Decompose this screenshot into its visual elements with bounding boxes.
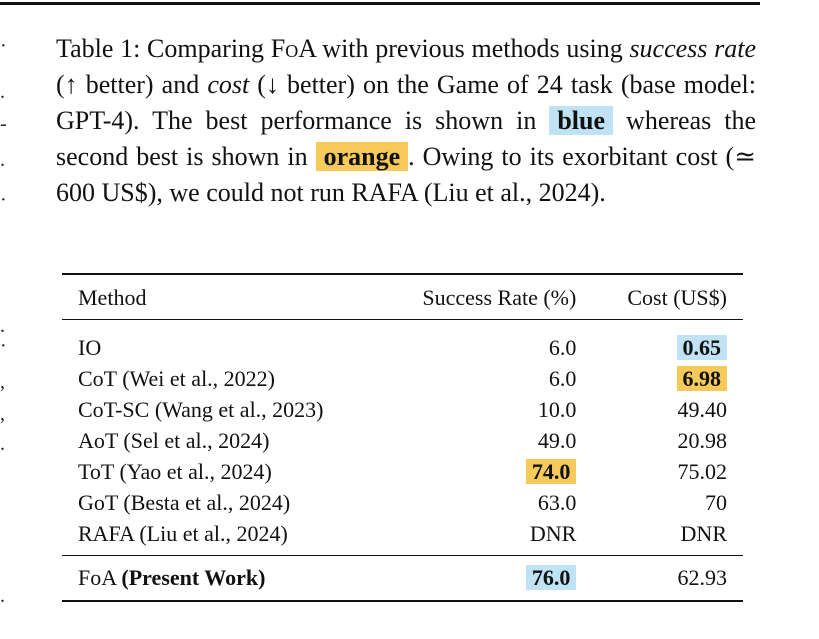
margin-mark: ,	[0, 403, 5, 425]
cell-success: 76.0	[380, 556, 593, 602]
second-success-highlight: 74.0	[525, 458, 577, 484]
margin-mark: .	[0, 81, 5, 103]
margin-mark: -	[0, 113, 7, 135]
caption-foa-smallcaps: o	[285, 34, 299, 63]
caption-metric-cost: cost	[207, 70, 250, 99]
caption-metric-success: success rate	[629, 34, 757, 63]
cell-method-present-work: FoA (Present Work)	[62, 556, 380, 602]
margin-mark: .	[0, 315, 5, 337]
header-cost: Cost (US$)	[627, 285, 727, 310]
margin-mark: .	[0, 149, 5, 171]
table-caption: Table 1: Comparing FoA with previous met…	[56, 31, 756, 211]
cell-method: ToT (Yao et al., 2024)	[78, 458, 272, 484]
margin-mark: ·	[0, 335, 7, 357]
header-method: Method	[78, 285, 147, 310]
best-success-highlight: 76.0	[525, 565, 577, 590]
present-work-row: FoA (Present Work) 76.0 62.93	[62, 555, 743, 602]
caption-label: Table 1:	[56, 34, 141, 63]
cell-method: CoT-SC (Wang et al., 2023)	[78, 396, 324, 422]
cell-success: 6.0	[380, 363, 593, 394]
table-row: CoT-SC (Wang et al., 2023) 10.0 49.40	[62, 394, 743, 425]
cell-method: AoT (Sel et al., 2024)	[78, 427, 270, 453]
header-success-rate: Success Rate (%)	[422, 285, 577, 310]
success-value: 6.0	[548, 334, 577, 360]
results-table-container: Method Success Rate (%) Cost (US$) IO 6.…	[62, 273, 743, 602]
cell-success: 63.0	[537, 489, 577, 515]
best-cost-highlight: 0.65	[676, 334, 727, 360]
table-row: AoT (Sel et al., 2024) 49.0 20.98	[62, 425, 743, 456]
caption-best-highlight: blue	[549, 106, 614, 135]
cell-cost: 75.02	[677, 458, 728, 484]
table-header-row: Method Success Rate (%) Cost (US$)	[62, 274, 743, 320]
cell-success: 6.0	[380, 320, 593, 364]
success-value: 6.0	[548, 365, 577, 391]
cell-cost: 0.65	[592, 320, 743, 364]
cell-method: GoT (Besta et al., 2024)	[78, 489, 291, 515]
table-row: IO 6.0 0.65	[62, 320, 743, 364]
caption-metric-success-note: (↑ better) and	[56, 70, 208, 99]
cell-success: DNR	[529, 520, 577, 546]
caption-intro: Comparing F	[140, 34, 286, 63]
cell-cost: 70	[705, 489, 727, 515]
margin-mark: .	[0, 433, 5, 455]
cell-cost: DNR	[680, 520, 727, 546]
caption-intro-cont: A with previous methods using	[298, 34, 623, 63]
margin-mark: .	[0, 585, 5, 607]
present-work-method-name: FoA	[78, 565, 122, 590]
cell-success: 49.0	[537, 427, 577, 453]
cell-method: RAFA (Liu et al., 2024)	[78, 520, 288, 546]
cell-cost: 6.98	[592, 363, 743, 394]
results-table: Method Success Rate (%) Cost (US$) IO 6.…	[62, 273, 743, 602]
cell-cost: 62.93	[677, 565, 728, 590]
cell-cost: 20.98	[677, 427, 728, 453]
caption-metric-cost-note: (↓ better) on the Game of 24 task (base …	[56, 70, 757, 135]
caption-tail: . Owing to its exorbitant cost (≃ 600 US…	[56, 142, 756, 207]
top-rule	[0, 2, 760, 5]
left-margin-marks: · . - . · . · , , . .	[0, 0, 14, 639]
cell-success: 74.0	[380, 456, 593, 487]
second-cost-highlight: 6.98	[676, 365, 727, 391]
cell-method: CoT (Wei et al., 2022)	[78, 365, 276, 391]
cell-method: IO	[78, 334, 102, 360]
caption-middle: whereas the second best is shown in	[56, 106, 757, 171]
cell-success: 10.0	[537, 396, 577, 422]
caption-second-highlight: orange	[315, 142, 409, 171]
table-row: CoT (Wei et al., 2022) 6.0 6.98	[62, 363, 743, 394]
table-row: GoT (Besta et al., 2024) 63.0 70	[62, 487, 743, 518]
present-work-label: (Present Work)	[121, 565, 266, 590]
table-row: ToT (Yao et al., 2024) 74.0 75.02	[62, 456, 743, 487]
margin-mark: ·	[0, 189, 7, 211]
cell-cost: 49.40	[677, 396, 728, 422]
margin-mark: ,	[0, 371, 5, 393]
margin-mark: ·	[0, 35, 7, 57]
table-row: RAFA (Liu et al., 2024) DNR DNR	[62, 518, 743, 556]
